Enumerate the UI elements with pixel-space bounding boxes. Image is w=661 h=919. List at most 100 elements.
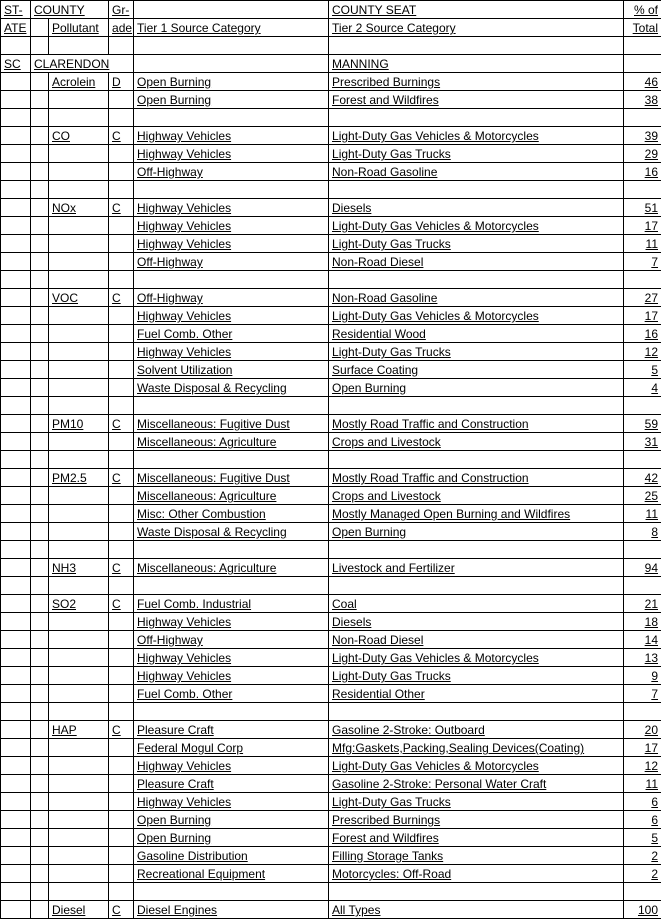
tier2-cell: Light-Duty Gas Trucks: [329, 343, 624, 361]
tier2-cell: Non-Road Gasoline: [329, 163, 624, 181]
pct-cell: 11: [624, 235, 661, 253]
tier2-cell: Non-Road Diesel: [329, 253, 624, 271]
tier2-cell: Residential Other: [329, 685, 624, 703]
tier1-cell: Waste Disposal & Recycling: [134, 379, 329, 397]
tier2-cell: Forest and Wildfires: [329, 829, 624, 847]
pct-cell: 51: [624, 199, 661, 217]
pollutant-cell: PM2.5: [49, 469, 109, 487]
tier1-cell: Highway Vehicles: [134, 199, 329, 217]
tier1-cell: Highway Vehicles: [134, 127, 329, 145]
tier1-cell: Off-Highway: [134, 253, 329, 271]
tier1-cell: Miscellaneous: Agriculture: [134, 487, 329, 505]
tier2-cell: Open Burning: [329, 523, 624, 541]
pct-cell: 16: [624, 163, 661, 181]
pct-cell: 6: [624, 811, 661, 829]
tier2-cell: Non-Road Diesel: [329, 631, 624, 649]
hdr-grade: Gr-: [109, 1, 134, 19]
tier2-cell: Diesels: [329, 199, 624, 217]
tier2-cell: Light-Duty Gas Trucks: [329, 793, 624, 811]
tier2-cell: Prescribed Burnings: [329, 73, 624, 91]
pct-cell: 42: [624, 469, 661, 487]
grade-cell: C: [109, 595, 134, 613]
tier1-cell: Gasoline Distribution: [134, 847, 329, 865]
tier1-cell: Miscellaneous: Agriculture: [134, 559, 329, 577]
pct-cell: 20: [624, 721, 661, 739]
tier1-cell: Off-Highway: [134, 289, 329, 307]
pct-cell: 38: [624, 91, 661, 109]
tier1-cell: Open Burning: [134, 811, 329, 829]
tier1-cell: Highway Vehicles: [134, 667, 329, 685]
pct-cell: 100: [624, 901, 661, 919]
pct-cell: 2: [624, 865, 661, 883]
pct-cell: 4: [624, 379, 661, 397]
pct-cell: 17: [624, 739, 661, 757]
tier1-cell: Pleasure Craft: [134, 775, 329, 793]
tier1-cell: Miscellaneous: Agriculture: [134, 433, 329, 451]
grade-cell: C: [109, 901, 134, 919]
tier1-cell: Off-Highway: [134, 163, 329, 181]
pct-cell: 13: [624, 649, 661, 667]
pct-cell: 27: [624, 289, 661, 307]
pct-cell: 94: [624, 559, 661, 577]
tier1-cell: Highway Vehicles: [134, 757, 329, 775]
grade-cell: D: [109, 73, 134, 91]
pollutant-cell: SO2: [49, 595, 109, 613]
tier1-cell: Highway Vehicles: [134, 145, 329, 163]
pct-cell: 5: [624, 361, 661, 379]
tier1-cell: Open Burning: [134, 73, 329, 91]
tier1-cell: Highway Vehicles: [134, 649, 329, 667]
tier1-cell: Open Burning: [134, 829, 329, 847]
tier1-cell: Highway Vehicles: [134, 217, 329, 235]
pct-cell: 25: [624, 487, 661, 505]
tier2-cell: All Types: [329, 901, 624, 919]
county-cell: CLARENDON: [31, 55, 134, 73]
tier2-cell: Gasoline 2-Stroke: Outboard: [329, 721, 624, 739]
hdr-county: COUNTY: [31, 1, 109, 19]
pollutant-cell: PM10: [49, 415, 109, 433]
pollutant-cell: Acrolein: [49, 73, 109, 91]
hdr-tier1-blank: [134, 1, 329, 19]
pct-cell: 17: [624, 217, 661, 235]
tier1-cell: Highway Vehicles: [134, 235, 329, 253]
tier2-cell: Crops and Livestock: [329, 433, 624, 451]
tier1-cell: Recreational Equipment: [134, 865, 329, 883]
hdr-tier1: Tier 1 Source Category: [134, 19, 329, 37]
hdr-state: ST-: [1, 1, 31, 19]
tier2-cell: Mostly Managed Open Burning and Wildfire…: [329, 505, 624, 523]
hdr-county-seat: COUNTY SEAT: [329, 1, 624, 19]
tier1-cell: Miscellaneous: Fugitive Dust: [134, 415, 329, 433]
pct-cell: 31: [624, 433, 661, 451]
tier1-cell: Federal Mogul Corp: [134, 739, 329, 757]
tier2-cell: Light-Duty Gas Vehicles & Motorcycles: [329, 217, 624, 235]
pollutant-cell: Diesel: [49, 901, 109, 919]
pct-cell: 39: [624, 127, 661, 145]
tier2-cell: Crops and Livestock: [329, 487, 624, 505]
grade-cell: C: [109, 721, 134, 739]
tier2-cell: Diesels: [329, 613, 624, 631]
tier2-cell: Non-Road Gasoline: [329, 289, 624, 307]
pct-cell: 12: [624, 757, 661, 775]
pollutant-cell: NH3: [49, 559, 109, 577]
tier1-cell: Solvent Utilization: [134, 361, 329, 379]
pct-cell: 2: [624, 847, 661, 865]
tier2-cell: Filling Storage Tanks: [329, 847, 624, 865]
pct-cell: 11: [624, 775, 661, 793]
tier2-cell: Light-Duty Gas Vehicles & Motorcycles: [329, 757, 624, 775]
tier1-cell: Pleasure Craft: [134, 721, 329, 739]
tier1-cell: Off-Highway: [134, 631, 329, 649]
grade-cell: C: [109, 289, 134, 307]
tier2-cell: Open Burning: [329, 379, 624, 397]
pct-cell: 21: [624, 595, 661, 613]
tier1-cell: Highway Vehicles: [134, 613, 329, 631]
hdr-pollutant: Pollutant: [49, 19, 109, 37]
tier1-cell: Misc: Other Combustion: [134, 505, 329, 523]
pct-cell: 18: [624, 613, 661, 631]
pollutant-cell: CO: [49, 127, 109, 145]
pct-cell: 5: [624, 829, 661, 847]
tier2-cell: Mfg:Gaskets,Packing,Sealing Devices(Coat…: [329, 739, 624, 757]
tier2-cell: Light-Duty Gas Trucks: [329, 235, 624, 253]
grade-cell: C: [109, 469, 134, 487]
tier2-cell: Coal: [329, 595, 624, 613]
pct-cell: 46: [624, 73, 661, 91]
tier2-cell: Forest and Wildfires: [329, 91, 624, 109]
